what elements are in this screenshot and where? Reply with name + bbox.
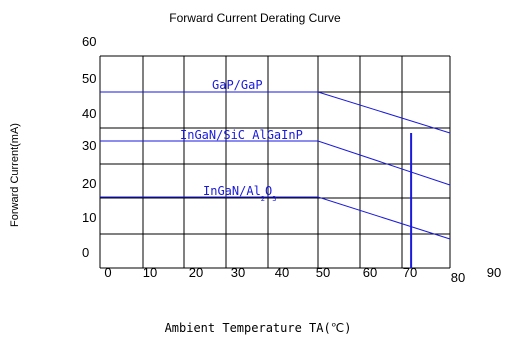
y-tick-label: 20 xyxy=(82,176,96,191)
y-tick-label: 30 xyxy=(82,138,96,153)
y-tick-label: 0 xyxy=(82,245,89,260)
x-tick-label: 30 xyxy=(231,265,245,280)
x-tick-label: 0 xyxy=(104,265,111,280)
series-line-3 xyxy=(100,196,451,240)
y-tick-label: 40 xyxy=(82,106,96,121)
x-tick-label: 10 xyxy=(143,265,157,280)
y-tick-label: 60 xyxy=(82,34,96,49)
chart-grid xyxy=(99,55,451,269)
series-line-1 xyxy=(100,91,451,134)
x-tick-label: 40 xyxy=(275,265,289,280)
series-label-ingan-sic: InGaN/SiC AlGaInP xyxy=(180,128,303,142)
series-labels: GaP/GaP InGaN/SiC AlGaInP InGaN/Al2O3 xyxy=(180,78,303,203)
y-tick-label: 50 xyxy=(82,71,96,86)
x-tick-label: 80 xyxy=(451,270,465,285)
series-label-gap: GaP/GaP xyxy=(212,78,263,92)
series-line-2 xyxy=(100,140,451,186)
x-axis-label: Ambient Temperature TA(℃) xyxy=(165,321,352,335)
y-tick-label: 10 xyxy=(82,210,96,225)
x-tick-label: 90 xyxy=(487,265,501,280)
x-tick-label: 70 xyxy=(403,265,417,280)
y-tick-labels: 0 10 20 30 40 50 60 xyxy=(82,34,96,260)
chart-title: Forward Current Derating Curve xyxy=(169,11,341,25)
series-label-ingan-al2o3: InGaN/Al2O3 xyxy=(203,184,276,203)
x-tick-label: 60 xyxy=(363,265,377,280)
x-tick-label: 50 xyxy=(316,265,330,280)
series-lines xyxy=(100,91,451,268)
y-axis-label: Forward Current(mA) xyxy=(9,123,21,227)
x-tick-label: 20 xyxy=(189,265,203,280)
x-tick-labels: 0 10 20 30 40 50 60 70 80 90 xyxy=(104,265,501,285)
